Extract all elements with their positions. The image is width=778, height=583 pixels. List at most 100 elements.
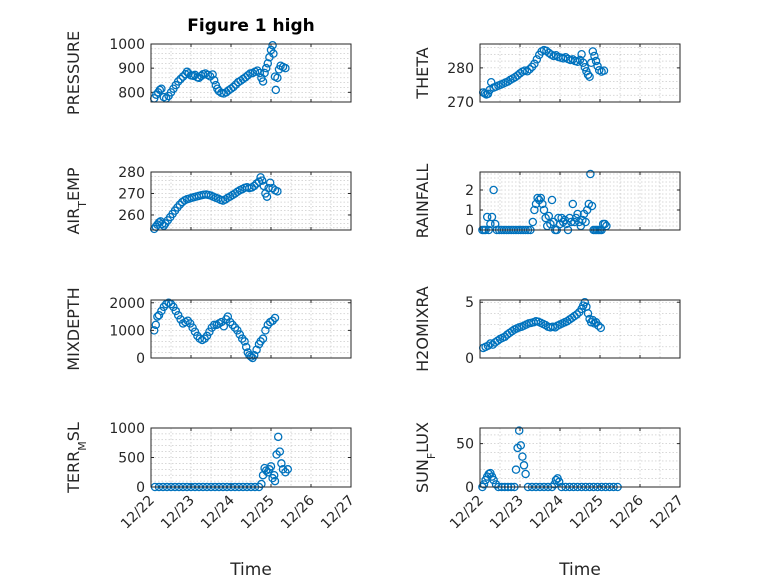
data-point (183, 316, 193, 325)
data-point (551, 51, 561, 60)
y-tick-label: 0 (465, 223, 474, 239)
data-point (241, 342, 251, 352)
data-point (185, 319, 195, 328)
data-point (518, 452, 527, 461)
panel-rainfall: 0 1 2 RAINFALL (413, 164, 681, 239)
data-point (538, 199, 547, 209)
data-point (593, 61, 602, 71)
data-point (483, 89, 493, 99)
x-tick-label: 12/27 (318, 493, 358, 533)
data-point (266, 462, 276, 471)
data-point (528, 217, 538, 227)
data-point (228, 320, 237, 330)
data-point (600, 219, 610, 229)
y-tick-label: 270 (118, 186, 145, 202)
data-point (482, 212, 492, 222)
x-tick-label: 12/24 (527, 492, 567, 532)
data-point (225, 317, 235, 327)
y-axis-label: SUNFLUX (413, 422, 438, 493)
data-point (240, 337, 249, 346)
data-point (257, 176, 267, 185)
data-point (573, 57, 582, 66)
data-point (483, 341, 493, 350)
data-point (581, 217, 590, 227)
y-tick-label: 280 (118, 165, 145, 181)
data-point (253, 66, 262, 75)
data-point (599, 66, 609, 75)
data-point (157, 306, 166, 316)
panel-theta: 270 280 THETA (413, 43, 681, 111)
chart-title: Figure 1 high (187, 16, 315, 36)
data-point (261, 326, 270, 335)
y-tick-label: 900 (118, 61, 145, 77)
data-point (217, 317, 226, 327)
data-point (157, 84, 166, 93)
x-tick-label: 12/22 (118, 493, 158, 533)
data-point (283, 465, 293, 474)
data-point (489, 475, 498, 485)
series-markers (478, 297, 606, 353)
data-point (190, 327, 200, 337)
data-point (151, 320, 161, 330)
data-point (273, 187, 282, 196)
data-point (522, 67, 532, 76)
data-point (230, 323, 240, 332)
data-point (258, 77, 268, 86)
x-axis-label: Time (558, 560, 601, 580)
data-point (208, 70, 217, 79)
data-point (511, 465, 521, 474)
data-point (255, 68, 265, 78)
data-point (487, 212, 497, 222)
data-point (585, 72, 594, 82)
y-tick-label: 1000 (109, 323, 145, 339)
data-point (273, 432, 283, 442)
data-point (173, 77, 183, 86)
data-point (493, 336, 502, 345)
data-point (249, 350, 259, 360)
y-tick-label: 50 (456, 437, 474, 453)
y-axis-label: TERRMSL (64, 422, 89, 494)
data-point (570, 217, 579, 227)
data-point (583, 309, 593, 318)
grid (151, 428, 351, 487)
y-tick-label: 0 (465, 351, 474, 367)
data-point (193, 331, 202, 341)
grid (480, 428, 680, 487)
data-point (539, 205, 549, 215)
data-point (154, 310, 164, 320)
data-point (177, 197, 187, 207)
x-tick-label: 12/26 (607, 492, 647, 532)
data-point (525, 64, 534, 74)
data-point (573, 209, 582, 219)
data-point (514, 426, 524, 435)
data-point (188, 323, 197, 332)
data-point (263, 320, 273, 330)
data-point (486, 77, 496, 87)
data-point (207, 323, 217, 332)
data-point (588, 47, 598, 56)
x-tick-label: 12/25 (567, 493, 607, 533)
x-axis-label: Time (229, 560, 272, 580)
data-point (209, 76, 219, 85)
data-point (261, 63, 271, 73)
data-point (269, 470, 279, 480)
data-point (554, 477, 564, 487)
data-point (176, 74, 185, 84)
data-point (277, 459, 286, 468)
data-point (568, 199, 578, 209)
y-axis-label: H2OMIXRA (413, 286, 432, 372)
data-point (270, 476, 280, 486)
y-tick-label: 2000 (109, 296, 145, 312)
y-tick-label: 0 (136, 351, 145, 367)
data-point (270, 313, 280, 323)
data-point (249, 181, 259, 191)
data-point (175, 200, 185, 209)
data-point (257, 479, 266, 489)
data-point (265, 178, 275, 187)
panel-terr-msl: 0 500 1000 12/22 12/23 12/24 12/25 12/26 12/27 Ti… (64, 421, 358, 580)
y-tick-label: 260 (118, 208, 145, 224)
data-point (269, 49, 278, 58)
data-point (577, 49, 586, 59)
x-tick-label: 12/23 (487, 493, 527, 533)
data-point (547, 195, 557, 205)
